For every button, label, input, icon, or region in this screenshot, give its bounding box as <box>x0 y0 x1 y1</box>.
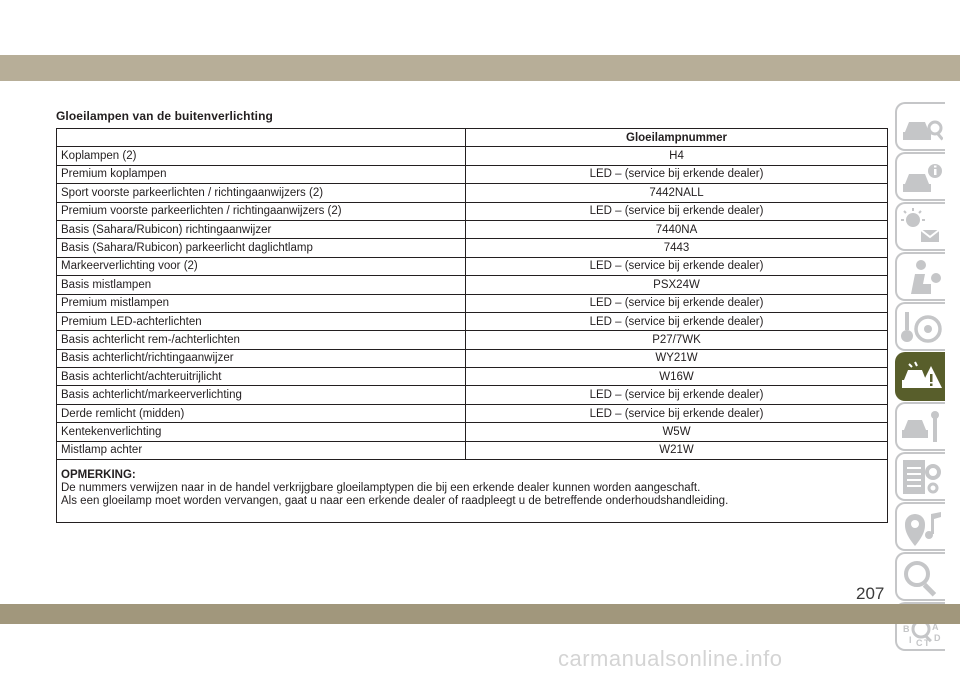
bulb-location-cell: Basis achterlicht/markeerverlichting <box>56 385 466 405</box>
bulb-number-cell: 7443 <box>465 238 888 258</box>
table-row: Basis (Sahara/Rubicon) parkeerlicht dagl… <box>56 238 888 258</box>
table-header-row: Gloeilampnummer <box>56 127 888 148</box>
specifications-gear-icon <box>903 460 941 494</box>
bulb-number-cell: PSX24W <box>465 275 888 295</box>
multimedia-icon <box>905 512 941 546</box>
bulb-number-cell: W21W <box>465 440 888 461</box>
bulb-location-cell: Premium voorste parkeerlichten / richtin… <box>56 201 466 221</box>
index-letter: I <box>909 635 912 645</box>
table-row: Kentekenverlichting W5W <box>56 422 888 442</box>
tab-car-search[interactable] <box>895 102 945 151</box>
table-header-bulb-number: Gloeilampnummer <box>465 127 888 148</box>
bulb-number-cell: P27/7WK <box>465 330 888 350</box>
table-row: Derde remlicht (midden) LED – (service bi… <box>56 403 888 424</box>
top-color-band <box>0 55 960 81</box>
bulb-number-cell: LED – (service bij erkende dealer) <box>465 164 888 185</box>
bulb-location-cell: Basis achterlicht/achteruitrijlicht <box>56 367 466 387</box>
bulb-number-cell: LED – (service bij erkende dealer) <box>465 403 888 424</box>
car-warning-triangle-icon <box>902 361 942 388</box>
car-wrench-icon <box>902 411 939 442</box>
note-line-2: Als een gloeilamp moet worden vervangen,… <box>61 495 729 508</box>
car-info-icon <box>903 164 942 192</box>
tab-car-maintenance[interactable] <box>895 402 945 451</box>
bulb-number-cell: H4 <box>465 146 888 166</box>
key-steering-wheel-icon <box>901 312 942 343</box>
table-row: Premium koplampen LED – (service bij erke… <box>56 164 888 185</box>
bulb-number-cell: LED – (service bij erkende dealer) <box>465 256 888 277</box>
table-row: Basis achterlicht/achteruitrijlicht W16W <box>56 367 888 387</box>
tab-seat-airbag[interactable] <box>895 252 945 301</box>
table-row: Markeerverlichting voor (2) LED – (servic… <box>56 256 888 277</box>
table-row: Premium mistlampen LED – (service bij erk… <box>56 293 888 313</box>
bulb-number-cell: LED – (service bij erkende dealer) <box>465 385 888 405</box>
bulb-number-cell: LED – (service bij erkende dealer) <box>465 201 888 221</box>
table-header-empty-cell <box>56 127 466 148</box>
bulb-location-cell: Markeerverlichting voor (2) <box>56 256 466 277</box>
bulb-location-cell: Kentekenverlichting <box>56 422 466 442</box>
index-letter: D <box>934 633 941 643</box>
section-heading: Gloeilampen van de buitenverlichting <box>56 109 273 123</box>
table-row: Basis achterlicht/richtingaanwijzer WY21W <box>56 348 888 369</box>
bulb-location-cell: Basis (Sahara/Rubicon) richtingaanwijzer <box>56 219 466 240</box>
bulb-number-cell: W16W <box>465 367 888 387</box>
bulb-location-cell: Basis achterlicht/richtingaanwijzer <box>56 348 466 369</box>
bulb-number-cell: LED – (service bij erkende dealer) <box>465 311 888 332</box>
bulb-location-cell: Koplampen (2) <box>56 146 466 166</box>
table-row: Basis mistlampen PSX24W <box>56 275 888 295</box>
index-letter: T <box>924 638 930 648</box>
bulb-location-cell: Mistlamp achter <box>56 440 466 461</box>
page-number: 207 <box>856 584 885 603</box>
seat-airbag-icon <box>911 260 941 294</box>
table-row: Premium LED-achterlichten LED – (service … <box>56 311 888 332</box>
tab-search[interactable] <box>895 552 945 601</box>
note-row: OPMERKING: De nummers verwijzen naar in … <box>56 459 888 524</box>
warning-lights-message-icon <box>901 208 940 242</box>
note-line-1: De nummers verwijzen naar in de handel v… <box>61 482 701 495</box>
bulb-location-cell: Sport voorste parkeerlichten / richtinga… <box>56 183 466 203</box>
table-row: Basis achterlicht/markeerverlichting LED … <box>56 385 888 405</box>
index-letter: C <box>916 638 923 648</box>
bulb-location-cell: Premium mistlampen <box>56 293 466 313</box>
tab-specifications[interactable] <box>895 452 945 501</box>
bottom-color-band <box>0 604 960 624</box>
bulb-location-cell: Premium koplampen <box>56 164 466 185</box>
bulb-number-cell: WY21W <box>465 348 888 369</box>
bulb-location-cell: Basis (Sahara/Rubicon) parkeerlicht dagl… <box>56 238 466 258</box>
car-search-icon <box>903 120 943 141</box>
note-cell: OPMERKING: De nummers verwijzen naar in … <box>56 459 888 524</box>
tab-car-info[interactable] <box>895 152 945 201</box>
index-letter: A <box>932 622 939 632</box>
watermark: carmanualsonline.info <box>558 646 783 671</box>
index-letter: B <box>903 624 910 634</box>
bulb-location-cell: Basis achterlicht rem-/achterlichten <box>56 330 466 350</box>
note-title: OPMERKING: <box>61 469 136 482</box>
table-row: Basis (Sahara/Rubicon) richtingaanwijzer… <box>56 219 888 240</box>
bulb-number-cell: 7440NA <box>465 219 888 240</box>
bulb-location-cell: Basis mistlampen <box>56 275 466 295</box>
bulb-number-cell: 7442NALL <box>465 183 888 203</box>
bulb-location-cell: Derde remlicht (midden) <box>56 403 466 424</box>
tab-car-warning[interactable] <box>895 352 945 401</box>
table-row: Sport voorste parkeerlichten / richtinga… <box>56 183 888 203</box>
bulb-table: Gloeilampnummer Koplampen (2) H4 Premium k… <box>56 127 888 524</box>
bulb-location-cell: Premium LED-achterlichten <box>56 311 466 332</box>
bulb-number-cell: W5W <box>465 422 888 442</box>
table-row: Basis achterlicht rem-/achterlichten P27/… <box>56 330 888 350</box>
tab-warning-lights[interactable] <box>895 202 945 251</box>
table-row: Premium voorste parkeerlichten / richtin… <box>56 201 888 221</box>
magnifier-search-icon <box>904 561 937 597</box>
table-row: Mistlamp achter W21W <box>56 440 888 461</box>
tab-multimedia[interactable] <box>895 502 945 551</box>
table-row: Koplampen (2) H4 <box>56 146 888 166</box>
bulb-number-cell: LED – (service bij erkende dealer) <box>465 293 888 313</box>
tab-key-steering[interactable] <box>895 302 945 351</box>
